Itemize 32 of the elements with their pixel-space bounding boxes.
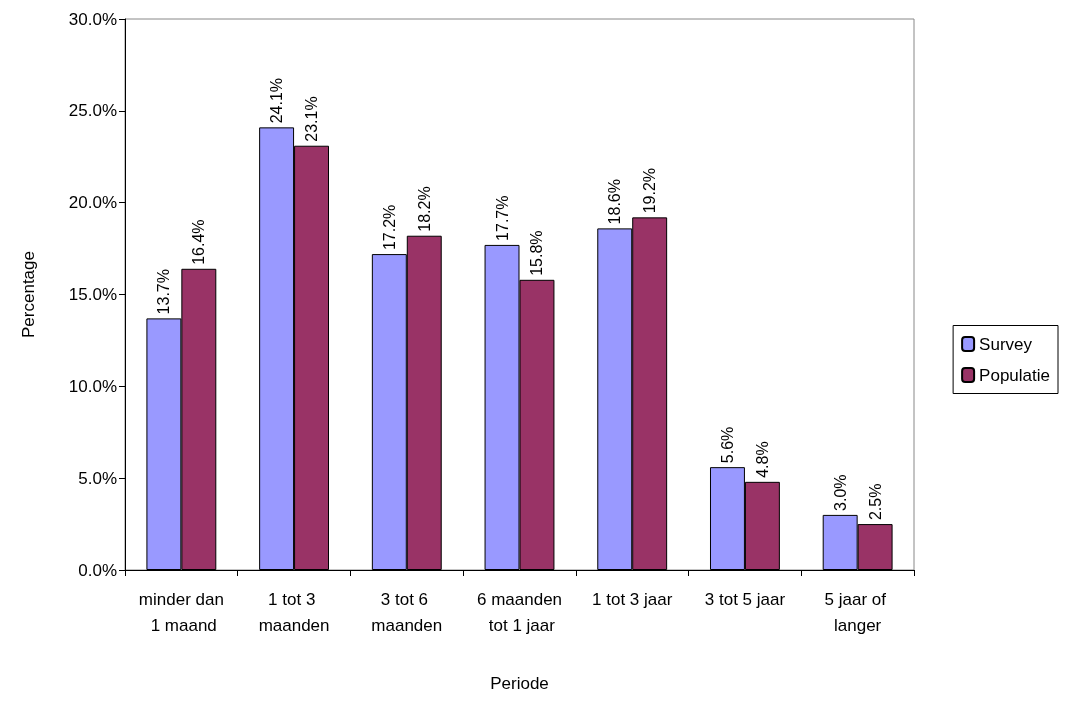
y-tick-label: 0.0% xyxy=(78,560,117,580)
data-label: 13.7% xyxy=(155,269,173,315)
data-label: 3.0% xyxy=(831,474,849,511)
data-label: 24.1% xyxy=(268,77,286,124)
data-label: 17.2% xyxy=(380,204,398,251)
x-tick-label: 3 tot 6 maanden xyxy=(371,589,443,635)
data-label: 5.6% xyxy=(718,426,736,464)
data-label: 18.6% xyxy=(606,179,624,225)
data-label: 23.1% xyxy=(303,96,321,142)
x-tick-label: minder dan 1 maand xyxy=(138,589,224,635)
data-label: 17.7% xyxy=(493,195,511,241)
data-label: 15.8% xyxy=(528,230,546,276)
y-tick-label: 30.0% xyxy=(68,9,117,29)
legend-label: Survey xyxy=(979,334,1033,354)
x-tick-label: 5 jaar of langer xyxy=(824,589,891,635)
y-tick-label: 25.0% xyxy=(68,101,117,121)
data-label: 19.2% xyxy=(641,167,659,214)
x-tick-label: 3 tot 5 jaar xyxy=(704,589,786,609)
y-tick-label: 5.0% xyxy=(78,468,117,488)
y-tick-label: 20.0% xyxy=(68,193,117,213)
data-label: 18.2% xyxy=(415,186,433,232)
data-label: 16.4% xyxy=(190,219,208,265)
x-tick-label: 1 tot 3 jaar xyxy=(592,589,673,609)
data-label: 4.8% xyxy=(753,441,771,478)
legend-label: Populatie xyxy=(979,365,1050,385)
x-axis-title: Periode xyxy=(490,674,549,693)
x-tick-label: 1 tot 3 maanden xyxy=(258,589,330,635)
y-tick-label: 10.0% xyxy=(68,376,117,396)
y-tick-label: 15.0% xyxy=(68,285,117,304)
data-label: 2.5% xyxy=(866,483,884,521)
y-axis-title: Percentage xyxy=(19,251,38,338)
x-tick-label: 6 maanden tot 1 jaar xyxy=(476,589,563,635)
